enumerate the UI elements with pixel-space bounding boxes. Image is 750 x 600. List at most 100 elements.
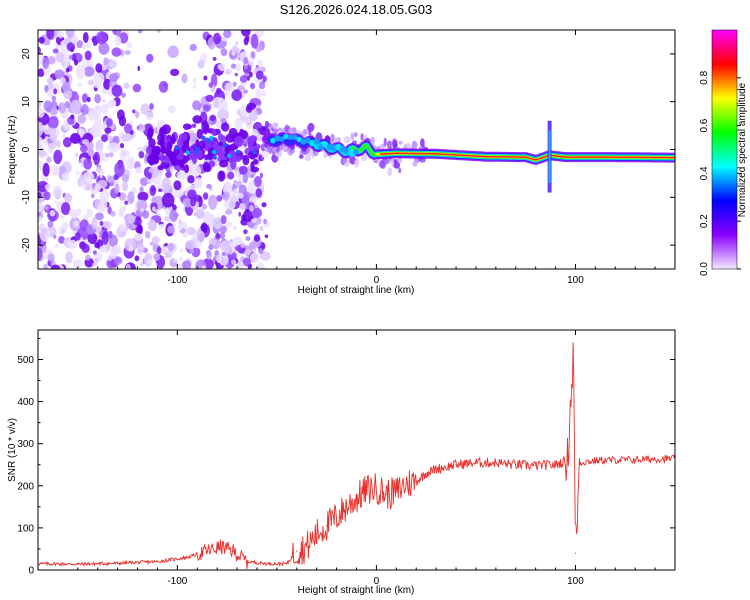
noise-blob (208, 238, 217, 246)
noise-blob (234, 135, 244, 147)
noise-speck (222, 143, 227, 148)
snr-point (232, 550, 234, 552)
noise-blob (195, 208, 205, 219)
noise-speck (235, 149, 241, 155)
noise-blob (111, 84, 123, 98)
noise-blob (246, 102, 256, 111)
noise-blob (81, 243, 90, 253)
noise-blob (94, 93, 101, 104)
noise-blob (186, 226, 196, 236)
noise-blob (101, 134, 108, 143)
noise-blob (46, 156, 52, 163)
ridge-halo-blob (386, 140, 392, 149)
noise-blob (148, 138, 156, 148)
ridge-halo-blob (396, 157, 402, 164)
snr-point (186, 556, 188, 559)
snr-panel: -100 0 100 0 100 200 300 400 500 Height of strai… (7, 329, 676, 596)
noise-blob (201, 120, 210, 134)
noise-blob (151, 196, 157, 204)
noise-blob (189, 43, 197, 52)
noise-blob (81, 139, 89, 145)
noise-blob (68, 208, 76, 218)
noise-blob (45, 39, 51, 46)
ridge-start-blob (353, 149, 359, 155)
noise-blob (81, 43, 87, 50)
noise-blob (161, 177, 171, 192)
noise-blob (224, 68, 233, 75)
noise-blob (44, 184, 51, 191)
snr-xlabel: Height of straight line (km) (298, 585, 415, 596)
noise-blob (263, 218, 267, 224)
noise-blob (261, 89, 266, 98)
ridge-halo-blob (412, 160, 418, 167)
noise-blob (42, 56, 50, 69)
noise-blob (178, 222, 183, 231)
noise-blob (185, 240, 196, 250)
noise-blob (187, 175, 195, 184)
noise-blob (189, 147, 195, 160)
noise-blob (219, 231, 226, 240)
noise-blob (75, 94, 80, 99)
noise-blob (208, 160, 216, 168)
noise-blob (39, 196, 44, 202)
noise-blob (96, 31, 108, 45)
noise-blob (87, 232, 98, 244)
noise-blob (77, 82, 82, 88)
noise-blob (86, 183, 91, 191)
ridge-halo-blob (335, 137, 339, 142)
ridge-halo-blob (370, 136, 375, 146)
spectrogram-ytick-label: 10 (21, 96, 32, 108)
noise-speck (206, 139, 211, 144)
snr-point (156, 561, 158, 563)
noise-blob (140, 262, 144, 266)
noise-blob (62, 132, 66, 139)
noise-blob (135, 111, 140, 119)
noise-blob (182, 197, 193, 208)
noise-blob (215, 233, 221, 239)
noise-blob (44, 84, 49, 93)
noise-blob (110, 210, 116, 217)
snr-ytick-label: 200 (17, 481, 34, 492)
noise-blob (136, 199, 148, 211)
ridge-halo-blob (308, 130, 312, 136)
noise-blob (253, 234, 261, 242)
noise-blob (181, 73, 188, 84)
noise-blob (92, 42, 98, 46)
noise-blob (38, 99, 42, 108)
noise-blob (66, 42, 76, 52)
snr-point (634, 459, 636, 461)
noise-blob (147, 172, 152, 180)
noise-blob (253, 176, 262, 187)
noise-blob (259, 251, 271, 261)
noise-blob (206, 251, 212, 260)
noise-blob (95, 166, 102, 173)
noise-blob (219, 159, 229, 168)
snr-point (515, 464, 517, 466)
noise-blob (250, 33, 259, 49)
noise-blob (225, 133, 235, 143)
noise-blob (92, 263, 97, 267)
snr-point (355, 497, 358, 499)
noise-blob (65, 251, 73, 264)
noise-blob (149, 103, 154, 110)
noise-blob (179, 256, 183, 262)
noise-blob (255, 70, 264, 80)
noise-blob (261, 150, 269, 158)
noise-blob (109, 99, 117, 108)
noise-speck (174, 145, 180, 151)
ridge-halo-blob (363, 134, 368, 140)
snr-point (117, 562, 119, 564)
noise-blob (216, 109, 230, 121)
noise-blob (138, 151, 145, 159)
noise-blob (108, 59, 118, 69)
snr-point (415, 481, 417, 483)
snr-point (326, 525, 328, 527)
noise-blob (71, 34, 79, 45)
noise-blob (229, 240, 238, 248)
noise-blob (243, 209, 254, 222)
noise-blob (80, 145, 88, 153)
noise-speck (185, 150, 190, 155)
noise-blob (151, 236, 160, 245)
noise-blob (105, 194, 109, 199)
noise-blob (47, 116, 59, 130)
